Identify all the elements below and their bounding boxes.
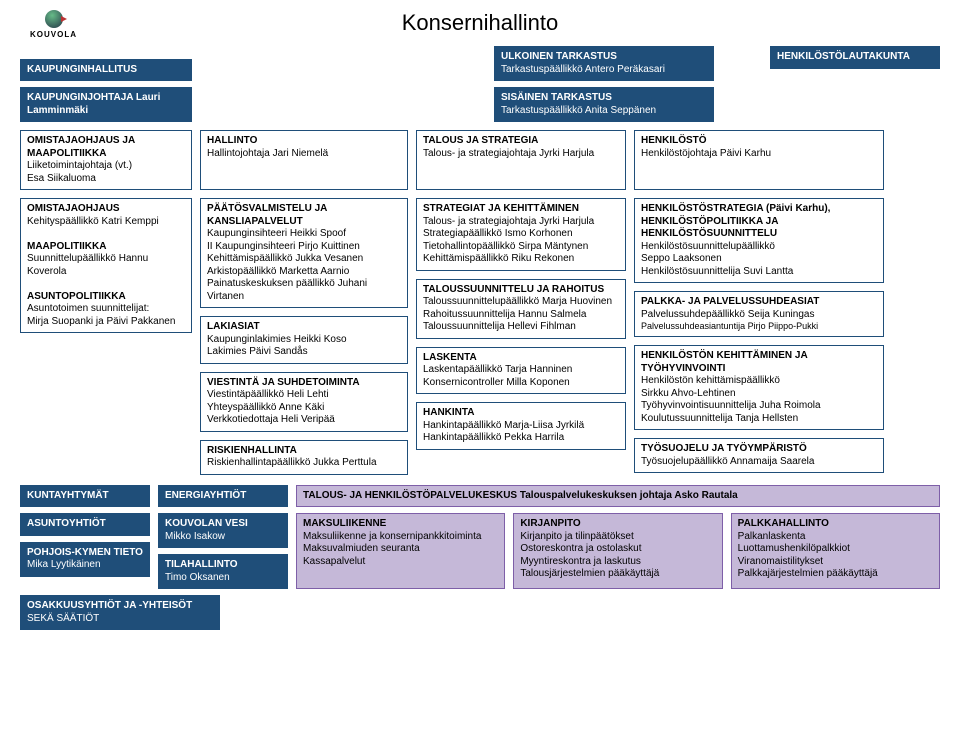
box-laskenta: LASKENTA Laskentapäällikkö Tarja Hannine… <box>416 347 626 395</box>
box-omistajaohjaus: OMISTAJAOHJAUS Kehityspäällikkö Katri Ke… <box>20 198 192 333</box>
box-omistajaohjaus-maapolitiikka: OMISTAJAOHJAUS JA MAAPOLITIIKKA Liiketoi… <box>20 130 192 190</box>
box-kouvolan-vesi: KOUVOLAN VESI Mikko Isakow <box>158 513 288 548</box>
top-row: KAUPUNGINHALLITUS KAUPUNGINJOHTAJA Lauri… <box>20 46 940 122</box>
box-pohjois-kymen-tieto: POHJOIS-KYMEN TIETO Mika Lyytikäinen <box>20 542 150 577</box>
box-asuntoyhtiot: ASUNTOYHTIÖT <box>20 513 150 536</box>
box-riskienhallinta: RISKIENHALLINTA Riskienhallintapäällikkö… <box>200 440 408 475</box>
box-tilahallinto: TILAHALLINTO Timo Oksanen <box>158 554 288 589</box>
box-lakiasiat: LAKIASIAT Kaupunginlakimies Heikki Koso … <box>200 316 408 364</box>
col-4: HENKILÖSTÖSTRATEGIA (Päivi Karhu), HENKI… <box>634 198 884 473</box>
bottom-section: KUNTAYHTYMÄT ENERGIAYHTIÖT TALOUS- JA HE… <box>20 485 940 631</box>
box-paatosvalmistelu: PÄÄTÖSVALMISTELU JA KANSLIAPALVELUT Kaup… <box>200 198 408 308</box>
main-columns: OMISTAJAOHJAUS Kehityspäällikkö Katri Ke… <box>20 198 940 475</box>
box-maksuliikenne: MAKSULIIKENNE Maksuliikenne ja konsernip… <box>296 513 505 589</box>
row2: OMISTAJAOHJAUS JA MAAPOLITIIKKA Liiketoi… <box>20 130 940 190</box>
box-kaupunginhallitus: KAUPUNGINHALLITUS <box>20 59 192 82</box>
page-title: Konsernihallinto <box>20 10 940 36</box>
box-strategiat: STRATEGIAT JA KEHITTÄMINEN Talous- ja st… <box>416 198 626 271</box>
box-kaupunginjohtaja: KAUPUNGINJOHTAJA Lauri Lamminmäki <box>20 87 192 122</box>
box-kirjanpito: KIRJANPITO Kirjanpito ja tilinpäätökset … <box>513 513 722 589</box>
box-henkilosto: HENKILÖSTÖ Henkilöstöjohtaja Päivi Karhu <box>634 130 884 190</box>
box-osakkuusyhtiot: OSAKKUUSYHTIÖT JA -YHTEISÖT SEKÄ SÄÄTIÖT <box>20 595 220 630</box>
box-henkiloston-kehittaminen: HENKILÖSTÖN KEHITTÄMINEN JA TYÖHYVINVOIN… <box>634 345 884 430</box>
box-taloussuunnittelu: TALOUSSUUNNITTELU JA RAHOITUS Taloussuun… <box>416 279 626 339</box>
col-2: PÄÄTÖSVALMISTELU JA KANSLIAPALVELUT Kaup… <box>200 198 408 475</box>
logo-icon <box>45 10 63 28</box>
logo: KOUVOLA <box>30 10 77 39</box>
box-palkkahallinto: PALKKAHALLINTO Palkanlaskenta Luottamush… <box>731 513 940 589</box>
box-talous-strategia: TALOUS JA STRATEGIA Talous- ja strategia… <box>416 130 626 190</box>
box-tyosuojelu: TYÖSUOJELU JA TYÖYMPÄRISTÖ Työsuojelupää… <box>634 438 884 473</box>
box-energiayhtiot: ENERGIAYHTIÖT <box>158 485 288 508</box>
logo-text: KOUVOLA <box>30 30 77 39</box>
box-viestinta: VIESTINTÄ JA SUHDETOIMINTA Viestintäpääl… <box>200 372 408 432</box>
box-talous-henkilostopalvelukeskus: TALOUS- JA HENKILÖSTÖPALVELUKESKUS Talou… <box>296 485 940 508</box>
box-henkilostostrategia: HENKILÖSTÖSTRATEGIA (Päivi Karhu), HENKI… <box>634 198 884 283</box>
box-henkilostolautakunta: HENKILÖSTÖLAUTAKUNTA <box>770 46 940 69</box>
box-sisainen-tarkastus: SISÄINEN TARKASTUS Tarkastuspäällikkö An… <box>494 87 714 122</box>
col-3: STRATEGIAT JA KEHITTÄMINEN Talous- ja st… <box>416 198 626 450</box>
box-kuntayhtymat: KUNTAYHTYMÄT <box>20 485 150 508</box>
box-hankinta: HANKINTA Hankintapäällikkö Marja-Liisa J… <box>416 402 626 450</box>
box-hallinto: HALLINTO Hallintojohtaja Jari Niemelä <box>200 130 408 190</box>
box-palkka-palvelussuhde: PALKKA- JA PALVELUSSUHDEASIAT Palvelussu… <box>634 291 884 337</box>
box-ulkoinen-tarkastus: ULKOINEN TARKASTUS Tarkastuspäällikkö An… <box>494 46 714 81</box>
col-1: OMISTAJAOHJAUS Kehityspäällikkö Katri Ke… <box>20 198 192 333</box>
